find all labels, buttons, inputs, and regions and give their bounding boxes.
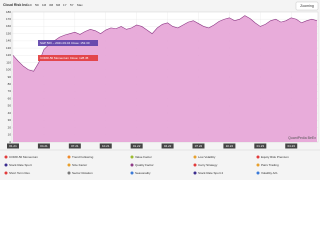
zoom-button-label[interactable]: Zooming [300,4,314,8]
x-tick-label: 04.21 [40,144,48,148]
y-tick-label: 180 [6,10,11,14]
tooltip-box [38,40,98,46]
legend-marker[interactable] [67,155,71,159]
y-tick-label: 0 [9,140,11,144]
range-tab[interactable]: 5Y [70,3,74,7]
y-tick-label: 70 [8,89,12,93]
y-tick-label: 20 [8,125,12,129]
y-tick-label: 60 [8,96,12,100]
legend-marker[interactable] [4,171,8,175]
legend-label[interactable]: Sector Rotation [72,171,93,175]
tooltip-text: CORR-50 Momentum Close: 128.45 [40,56,89,60]
legend-label[interactable]: Value Factor [135,155,152,159]
x-tick-box [130,143,143,149]
legend-marker[interactable] [67,163,71,167]
x-tick-box [99,143,112,149]
legend-marker[interactable] [130,155,134,159]
legend-label[interactable]: Equity Risk Premium [261,155,289,159]
area-line [12,15,318,72]
y-tick-label: 50 [8,104,12,108]
y-tick-label: 160 [6,24,11,28]
tooltip-box [38,55,98,61]
y-tick-label: 140 [6,39,11,43]
x-tick-label: 04.22 [164,144,172,148]
x-tick-box [254,143,267,149]
legend-marker[interactable] [193,171,197,175]
range-tab[interactable]: 6M [56,3,61,7]
range-tab[interactable]: 1D [28,3,33,7]
y-tick-label: 170 [6,17,11,21]
zoom-button[interactable] [295,1,319,11]
legend-label[interactable]: CORR-50 Momentum [9,155,39,159]
range-tab[interactable]: 1Y [63,3,67,7]
y-tick-label: 150 [6,31,11,35]
legend-label[interactable]: Volatility Arb. [261,171,278,175]
y-tick-label: 110 [6,60,11,64]
legend-marker[interactable] [4,163,8,167]
x-tick-box [37,143,50,149]
x-tick-label: 10.22 [226,144,234,148]
area-fill [13,15,317,142]
legend-label[interactable]: Seasonality [135,171,151,175]
y-tick-label: 130 [6,46,11,50]
y-tick-label: 120 [6,53,11,57]
legend-label[interactable]: Stock Rate Sport [9,163,32,167]
legend-marker[interactable] [130,163,134,167]
legend-label[interactable]: Trend Following [72,155,94,159]
x-tick-box [285,143,298,149]
legend-marker[interactable] [130,171,134,175]
y-tick-label: 80 [8,82,12,86]
range-tab[interactable]: 3M [49,3,54,7]
y-tick-label: 30 [8,118,12,122]
legend-label[interactable]: Quality Factor [135,163,154,167]
range-tab[interactable]: 1M [42,3,47,7]
y-tick-label: 90 [8,75,12,79]
legend-marker[interactable] [193,155,197,159]
x-tick-label: 07.22 [195,144,203,148]
x-tick-box [223,143,236,149]
legend-marker[interactable] [256,155,260,159]
x-tick-label: 10.21 [102,144,110,148]
x-tick-box [161,143,174,149]
y-tick-label: 40 [8,111,12,115]
legend-label[interactable]: Carry Strategy [198,163,218,167]
x-tick-label: 01.22 [133,144,141,148]
legend-marker[interactable] [4,155,8,159]
legend-label[interactable]: Stock Rate Sport 2 [198,171,224,175]
x-tick-box [7,143,19,149]
x-tick-label: 07.21 [71,144,79,148]
tooltip-text: S&P 500 – 2021.03.04 Close: 152.30 [40,41,90,45]
y-tick-label: 100 [6,68,11,72]
legend-label[interactable]: Low Volatility [198,155,216,159]
y-tick-label: 10 [8,133,12,137]
range-tab[interactable]: 5D [35,3,40,7]
x-tick-label: 04.23 [287,144,295,148]
watermark: QuantPedia BeEx [288,136,316,140]
x-tick-box [192,143,205,149]
x-tick-label: 01.21 [9,144,17,148]
legend-label[interactable]: Size Factor [72,163,87,167]
legend-marker[interactable] [256,171,260,175]
range-tab[interactable]: Max [77,3,83,7]
x-tick-label: 01.23 [257,144,265,148]
legend-marker[interactable] [256,163,260,167]
screen: Cloud Risk Ind. Zooming 1D 5D 1M 3M 6M 1Y 5Y Ma… [0,0,320,180]
legend-marker[interactable] [67,171,71,175]
legend-label[interactable]: Short Term Rev. [9,171,31,175]
legend-label[interactable]: Pairs Trading [261,163,279,167]
app-title: Cloud Risk Ind. [3,3,29,7]
legend-marker[interactable] [193,163,197,167]
x-tick-box [68,143,81,149]
